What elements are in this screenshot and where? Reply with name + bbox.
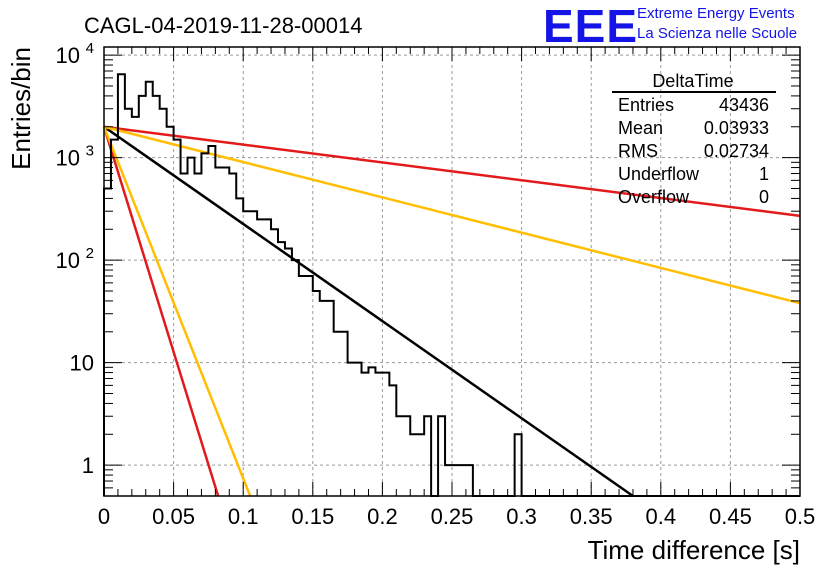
x-tick-label: 0.45 [709, 504, 752, 529]
x-axis-title: Time difference [s] [588, 535, 800, 565]
stats-row-label: Mean [618, 118, 663, 138]
x-tick-label: 0.15 [291, 504, 334, 529]
y-tick-label: 1 [82, 453, 94, 478]
stats-row-value: 0 [759, 187, 769, 207]
fit-line [102, 126, 252, 497]
stats-row-label: Overflow [618, 187, 690, 207]
y-axis-title: Entries/bin [6, 47, 36, 170]
stats-row-value: 1 [759, 164, 769, 184]
stats-row-value: 0.02734 [704, 141, 769, 161]
stats-title: DeltaTime [652, 71, 733, 91]
stats-rows: Entries 43436 Mean 0.03933 RMS 0.02734Underfl… [618, 95, 769, 207]
fit-line [103, 125, 634, 498]
eee-logo: EEE Extreme Energy Events La Scienza nel… [543, 0, 797, 52]
logo-letters: EEE [543, 0, 638, 52]
stats-row-label: RMS [618, 141, 658, 161]
y-tick-labels: 1 10 10 2 10 3 10 4 [56, 40, 94, 478]
plot-frame [103, 46, 801, 497]
stats-box: DeltaTime Entries 43436 Mean 0.03933 RMS 0.02… [612, 71, 776, 207]
x-tick-label: 0.3 [506, 504, 537, 529]
x-tick-label: 0.1 [228, 504, 259, 529]
y-tick-label: 10 [56, 146, 80, 171]
stats-row-label: Underflow [618, 164, 700, 184]
x-tick-label: 0.05 [152, 504, 195, 529]
y-tick-exponent: 2 [86, 245, 94, 262]
fit-line [103, 125, 801, 305]
y-tick-exponent: 4 [86, 40, 94, 57]
logo-line-2: La Scienza nelle Scuole [637, 25, 797, 42]
stats-row-value: 0.03933 [704, 118, 769, 138]
stats-row-label: Entries [618, 95, 674, 115]
stats-row-value: 43436 [719, 95, 769, 115]
fit-line [102, 126, 220, 497]
logo-line-1: Extreme Energy Events [637, 5, 795, 22]
x-tick-label: 0.5 [785, 504, 816, 529]
x-tick-label: 0.2 [367, 504, 398, 529]
fit-lines [102, 125, 801, 498]
x-tick-label: 0.35 [570, 504, 613, 529]
y-tick-label: 10 [70, 351, 94, 376]
x-tick-labels: 0 0.05 0.1 0.15 0.2 0.25 0.3 0.35 0.4 0.45 0.5 [98, 504, 815, 529]
x-tick-label: 0.25 [431, 504, 474, 529]
y-tick-exponent: 3 [86, 143, 94, 160]
y-tick-label: 10 [56, 248, 80, 273]
fit-line [103, 125, 801, 218]
chart-title: CAGL-04-2019-11-28-00014 [84, 13, 362, 38]
y-tick-label: 10 [56, 43, 80, 68]
x-tick-label: 0.4 [646, 504, 677, 529]
x-tick-label: 0 [98, 504, 110, 529]
